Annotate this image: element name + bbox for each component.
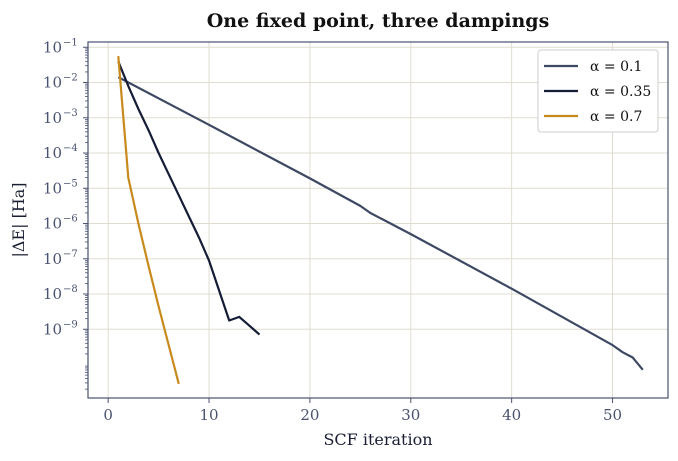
x-ticks: 0 10 20 30 40 50 <box>103 398 622 424</box>
y-axis-label: |ΔE| [Ha] <box>9 182 28 257</box>
x-tick-label: 30 <box>401 406 420 424</box>
x-tick-label: 50 <box>603 406 622 424</box>
y-tick-exponent: −2 <box>63 73 78 84</box>
legend: α = 0.1 α = 0.35 α = 0.7 <box>537 49 659 133</box>
y-tick-exponent: −8 <box>63 284 78 295</box>
y-tick-label: 10 <box>43 144 62 162</box>
legend-label: α = 0.35 <box>590 84 651 100</box>
chart-title: One fixed point, three dampings <box>207 10 550 32</box>
y-tick-label: 10 <box>43 38 62 56</box>
legend-box <box>537 49 659 133</box>
y-tick-label: 10 <box>43 250 62 268</box>
legend-label: α = 0.7 <box>590 109 642 125</box>
y-tick-exponent: −6 <box>63 214 78 225</box>
plot-frame <box>87 41 669 399</box>
y-tick-label: 10 <box>43 179 62 197</box>
y-tick-exponent: −5 <box>63 178 78 189</box>
x-tick-label: 10 <box>199 406 218 424</box>
series-line-0 <box>117 76 644 371</box>
y-tick-exponent: −3 <box>63 108 78 119</box>
legend-label: α = 0.1 <box>590 59 642 75</box>
y-tick-label: 10 <box>43 320 62 338</box>
x-tick-label: 20 <box>300 406 319 424</box>
y-tick-label: 10 <box>43 285 62 303</box>
y-tick-exponent: −9 <box>63 319 78 330</box>
y-tick-label: 10 <box>43 215 62 233</box>
y-tick-label: 10 <box>43 74 62 92</box>
x-axis-label: SCF iteration <box>323 430 432 449</box>
y-tick-exponent: −4 <box>63 143 78 154</box>
y-tick-label: 10 <box>43 109 62 127</box>
x-tick-label: 40 <box>502 406 521 424</box>
series-line-1 <box>117 60 261 336</box>
y-tick-exponent: −7 <box>63 249 78 260</box>
y-tick-exponent: −1 <box>63 37 78 48</box>
series-group <box>117 56 644 385</box>
y-ticks: 10−110−210−310−410−510−610−710−810−9 <box>43 37 88 390</box>
series-line-2 <box>117 56 180 385</box>
x-tick-label: 0 <box>103 406 113 424</box>
